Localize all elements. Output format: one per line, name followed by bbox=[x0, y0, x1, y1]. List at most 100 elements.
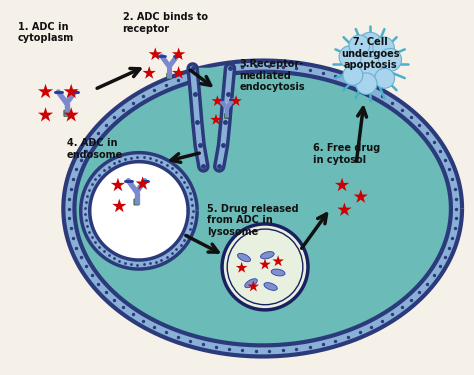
Polygon shape bbox=[230, 95, 242, 106]
Point bbox=[180, 179, 188, 185]
Point bbox=[67, 186, 74, 192]
Point bbox=[121, 156, 129, 162]
Text: 4. ADC in
endosome: 4. ADC in endosome bbox=[66, 138, 123, 160]
Circle shape bbox=[343, 65, 363, 85]
Point bbox=[407, 297, 415, 303]
Text: 7. Cell
undergoes
apoptosis: 7. Cell undergoes apoptosis bbox=[341, 37, 400, 70]
Point bbox=[451, 186, 458, 192]
Point bbox=[319, 341, 327, 347]
Polygon shape bbox=[335, 178, 349, 191]
Circle shape bbox=[373, 37, 394, 58]
Point bbox=[423, 130, 431, 136]
Point bbox=[367, 87, 375, 93]
Polygon shape bbox=[64, 107, 79, 122]
Point bbox=[189, 202, 196, 208]
Point bbox=[445, 166, 453, 172]
Point bbox=[367, 324, 375, 330]
Polygon shape bbox=[273, 255, 284, 266]
Point bbox=[146, 261, 154, 267]
Point bbox=[134, 261, 141, 267]
Text: 2. ADC binds to
receptor: 2. ADC binds to receptor bbox=[123, 12, 208, 34]
Point bbox=[67, 225, 74, 231]
Polygon shape bbox=[38, 107, 53, 122]
Point bbox=[187, 220, 195, 226]
Point bbox=[199, 341, 207, 347]
Point bbox=[279, 347, 287, 353]
Point bbox=[163, 162, 171, 168]
Point bbox=[86, 229, 93, 235]
Point bbox=[163, 254, 171, 260]
Polygon shape bbox=[64, 84, 79, 98]
Point bbox=[416, 122, 423, 128]
Point bbox=[252, 63, 260, 69]
Point bbox=[77, 157, 84, 163]
Point bbox=[265, 348, 273, 354]
Point bbox=[441, 157, 448, 163]
Point bbox=[69, 235, 77, 241]
Point bbox=[82, 148, 90, 154]
Point bbox=[82, 217, 90, 223]
Point bbox=[116, 158, 123, 164]
Point bbox=[189, 208, 196, 214]
Point bbox=[140, 154, 147, 160]
Point bbox=[452, 216, 460, 222]
Polygon shape bbox=[149, 47, 162, 60]
Point bbox=[441, 254, 448, 260]
Point bbox=[398, 304, 406, 310]
Point bbox=[83, 223, 91, 229]
Point bbox=[187, 196, 195, 202]
Point bbox=[94, 281, 102, 287]
Point bbox=[398, 106, 406, 112]
Point bbox=[238, 64, 246, 70]
Point bbox=[225, 65, 233, 71]
Point bbox=[186, 226, 193, 232]
FancyBboxPatch shape bbox=[167, 73, 172, 79]
Point bbox=[129, 311, 137, 317]
Point bbox=[378, 93, 386, 99]
Point bbox=[292, 346, 300, 352]
Point bbox=[128, 155, 135, 161]
Point bbox=[83, 193, 91, 199]
Point bbox=[436, 148, 444, 154]
Point bbox=[452, 196, 460, 202]
Point bbox=[151, 324, 158, 330]
Point bbox=[430, 139, 438, 145]
Point bbox=[453, 206, 460, 212]
Point bbox=[199, 70, 207, 76]
Circle shape bbox=[222, 224, 308, 310]
Point bbox=[102, 122, 109, 128]
Point bbox=[110, 114, 118, 120]
Ellipse shape bbox=[69, 66, 456, 351]
Point bbox=[65, 206, 73, 212]
Point bbox=[212, 344, 219, 350]
Point bbox=[186, 190, 193, 196]
Point bbox=[82, 205, 89, 211]
Point bbox=[344, 78, 351, 84]
Point bbox=[448, 235, 456, 241]
Polygon shape bbox=[192, 68, 230, 166]
Circle shape bbox=[350, 44, 390, 84]
Point bbox=[423, 281, 431, 287]
Point bbox=[162, 82, 170, 88]
Polygon shape bbox=[247, 280, 259, 291]
Point bbox=[82, 211, 89, 217]
Point bbox=[88, 139, 95, 145]
Point bbox=[292, 65, 300, 71]
Point bbox=[162, 329, 170, 335]
FancyBboxPatch shape bbox=[225, 114, 229, 118]
Point bbox=[186, 74, 194, 80]
Point bbox=[110, 297, 118, 303]
Point bbox=[105, 252, 112, 258]
Point bbox=[152, 259, 159, 265]
Ellipse shape bbox=[264, 283, 277, 290]
Point bbox=[105, 164, 112, 170]
Point bbox=[279, 64, 287, 70]
Polygon shape bbox=[136, 176, 150, 190]
Point bbox=[91, 239, 99, 245]
Point bbox=[238, 347, 246, 353]
Point bbox=[344, 333, 351, 339]
Point bbox=[212, 67, 219, 73]
Circle shape bbox=[356, 73, 377, 94]
Circle shape bbox=[379, 48, 401, 71]
Point bbox=[306, 344, 313, 350]
